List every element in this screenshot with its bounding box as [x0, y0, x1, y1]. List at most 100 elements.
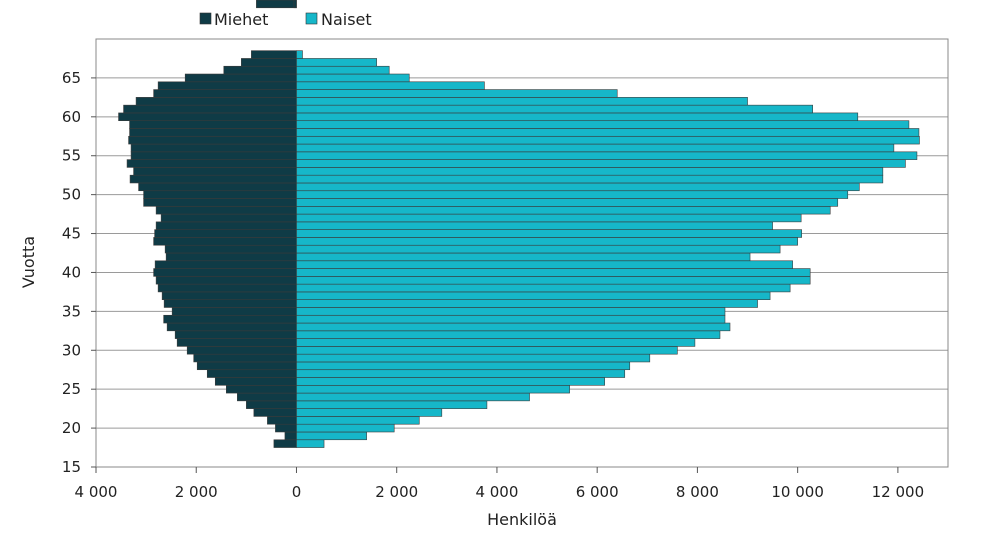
- bar-miehet-age-50: [143, 190, 297, 199]
- bars: [118, 0, 920, 448]
- y-tick-label: 50: [62, 186, 81, 204]
- bar-miehet-age-53: [133, 167, 297, 176]
- bar-naiset-age-52: [296, 174, 884, 184]
- y-tick-label: 45: [62, 225, 81, 243]
- bar-miehet-age-20: [275, 423, 297, 433]
- y-tick-label: 60: [62, 108, 81, 126]
- bar-naiset-age-34: [296, 314, 726, 324]
- bar-naiset-age-26: [296, 377, 605, 386]
- bar-naiset-age-41: [296, 260, 793, 269]
- bar-miehet-age-60: [118, 112, 297, 122]
- bar-naiset-age-48: [296, 206, 831, 215]
- x-tick-label: 10 000: [771, 483, 824, 501]
- y-tick-label: 20: [62, 419, 81, 437]
- bar-miehet-age-57: [128, 135, 297, 145]
- bar-miehet-age-64: [157, 81, 297, 90]
- bar-miehet-age-52: [129, 174, 297, 184]
- bar-miehet-age-33: [166, 322, 297, 332]
- bar-miehet-age-18: [273, 439, 297, 448]
- bar-miehet-age-48: [155, 206, 297, 215]
- legend: Miehet Naiset: [199, 10, 372, 29]
- bar-miehet-age-undefined: [293, 0, 297, 9]
- bar-naiset-age-59: [296, 120, 910, 129]
- bar-naiset-age-36: [296, 299, 758, 308]
- plot-area-frame: [95, 38, 949, 468]
- bar-miehet-age-66: [223, 65, 297, 75]
- bar-naiset-age-27: [296, 369, 626, 378]
- bar-naiset-age-68: [296, 50, 303, 59]
- y-axis-ticks: 15 20 25 30 35 40 45 50 55 60 65: [62, 69, 96, 476]
- bar-naiset-age-63: [296, 89, 618, 98]
- bar-miehet-age-49: [143, 198, 297, 207]
- x-tick-label: 8 000: [676, 483, 719, 501]
- y-tick-label: 55: [62, 147, 81, 165]
- bar-miehet-age-67: [241, 58, 297, 67]
- bar-naiset-age-62: [296, 97, 748, 106]
- bar-miehet-age-25: [226, 384, 297, 394]
- bar-naiset-age-54: [296, 159, 906, 168]
- bar-miehet-age-62: [135, 97, 297, 106]
- bar-miehet-age-40: [153, 268, 297, 277]
- bar-miehet-age-39: [155, 276, 297, 285]
- bar-naiset-age-66: [296, 65, 390, 75]
- bar-miehet-age-41: [154, 260, 297, 269]
- bar-miehet-age-24: [237, 392, 297, 402]
- y-tick-label: 35: [62, 302, 81, 320]
- bar-miehet-age-29: [193, 353, 297, 363]
- x-axis-ticks: 4 000 2 000 0 2 000 4 000 6 000 8 000 10 000 12 …: [75, 467, 925, 501]
- bar-naiset-age-22: [296, 408, 443, 417]
- bar-miehet-age-22: [253, 408, 297, 417]
- bar-miehet-age-35: [171, 307, 297, 316]
- x-tick-label: 4 000: [75, 483, 118, 501]
- bar-naiset-age-67: [296, 58, 377, 67]
- bar-naiset-age-51: [296, 182, 860, 192]
- bar-miehet-age-45: [154, 229, 297, 238]
- bar-naiset-age-37: [296, 291, 771, 300]
- bar-naiset-age-33: [296, 322, 731, 332]
- legend-label-miehet: Miehet: [214, 10, 268, 29]
- bar-naiset-age-56: [296, 143, 895, 153]
- bar-naiset-age-53: [296, 167, 884, 176]
- bar-miehet-age-38: [157, 283, 297, 293]
- bar-naiset-age-49: [296, 198, 839, 207]
- bar-miehet-age-61: [123, 104, 297, 114]
- y-axis-title: Vuotta: [19, 236, 38, 288]
- bar-naiset-age-42: [296, 252, 751, 262]
- bar-miehet-age-32: [174, 330, 297, 339]
- bar-miehet-age-27: [206, 369, 297, 378]
- x-tick-label: 2 000: [375, 483, 418, 501]
- x-tick-label: 2 000: [175, 483, 218, 501]
- bar-naiset-age-55: [296, 151, 918, 160]
- bar-miehet-age-43: [164, 244, 297, 254]
- bar-naiset-age-64: [296, 81, 485, 90]
- bar-naiset-age-23: [296, 400, 488, 409]
- legend-label-naiset: Naiset: [321, 10, 372, 29]
- bar-naiset-age-20: [296, 423, 395, 433]
- bar-naiset-age-44: [296, 237, 798, 246]
- bar-miehet-age-46: [155, 221, 297, 230]
- y-tick-label: 25: [62, 380, 81, 398]
- x-tick-label: 6 000: [576, 483, 619, 501]
- bar-naiset-age-39: [296, 276, 811, 285]
- bar-miehet-age-42: [165, 252, 297, 262]
- bar-miehet-age-26: [214, 377, 297, 386]
- bar-miehet-age-58: [129, 128, 297, 137]
- bar-miehet-age-59: [129, 120, 297, 129]
- bar-miehet-age-37: [161, 291, 297, 300]
- bar-naiset-age-60: [296, 112, 859, 122]
- y-tick-label: 15: [62, 458, 81, 476]
- bar-miehet-age-19: [284, 431, 297, 441]
- y-tick-label: 65: [62, 69, 81, 87]
- bar-naiset-age-21: [296, 416, 420, 425]
- bar-miehet-age-28: [196, 361, 297, 371]
- x-tick-label: 12 000: [872, 483, 925, 501]
- x-axis-title: Henkilöä: [487, 510, 557, 529]
- bar-miehet-age-54: [126, 159, 297, 168]
- bar-miehet-age-44: [153, 237, 297, 246]
- y-tick-label: 40: [62, 263, 81, 281]
- bar-naiset-age-29: [296, 353, 651, 363]
- bar-naiset-age-19: [296, 431, 367, 441]
- legend-swatch-miehet: [199, 12, 212, 25]
- bar-naiset-age-46: [296, 221, 773, 230]
- x-tick-label: 0: [292, 483, 302, 501]
